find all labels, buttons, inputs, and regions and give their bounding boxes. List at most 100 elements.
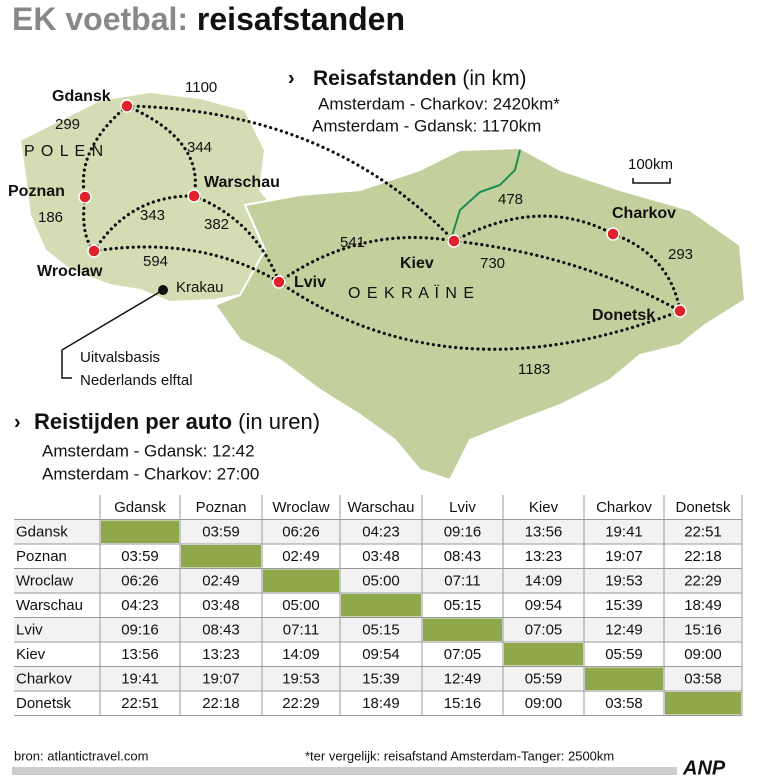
table-cell: 05:59 bbox=[605, 646, 643, 663]
table-cell: 12:49 bbox=[444, 671, 482, 688]
table-cell: 22:29 bbox=[684, 573, 722, 590]
table-cell: 02:49 bbox=[282, 548, 320, 565]
box-heading: Reistijden per auto (in uren) bbox=[34, 409, 320, 434]
table-cell: 19:07 bbox=[605, 548, 643, 565]
row-header: Poznan bbox=[16, 548, 67, 565]
table-cell: 05:15 bbox=[444, 597, 482, 614]
table-cell: 14:09 bbox=[282, 646, 320, 663]
table-cell: 15:39 bbox=[605, 597, 643, 614]
city-label: Poznan bbox=[8, 183, 65, 200]
heading-unit: (in km) bbox=[462, 67, 526, 90]
scale-bar bbox=[632, 178, 671, 184]
table-cell: 04:23 bbox=[362, 524, 400, 541]
table-cell: 15:16 bbox=[684, 622, 722, 639]
city-label: Warschau bbox=[204, 174, 280, 191]
table-cell: 03:59 bbox=[121, 548, 159, 565]
table-cell: 09:16 bbox=[444, 524, 482, 541]
table-cell: 07:11 bbox=[283, 622, 319, 639]
route bbox=[81, 104, 129, 199]
table-cell: 22:51 bbox=[684, 524, 722, 541]
table-cell: 09:16 bbox=[121, 622, 159, 639]
row-header: Lviv bbox=[16, 622, 43, 639]
country-label: P O L E N bbox=[24, 143, 104, 160]
city-label: Gdansk bbox=[52, 88, 111, 105]
city-label: Charkov bbox=[612, 205, 676, 222]
row-header: Charkov bbox=[16, 671, 72, 688]
route bbox=[125, 104, 197, 198]
table-cell: 19:41 bbox=[121, 671, 159, 688]
row-header: Wroclaw bbox=[16, 573, 73, 590]
column-header: Wroclaw bbox=[272, 499, 329, 516]
route bbox=[611, 232, 682, 313]
table-cell: 15:39 bbox=[362, 671, 400, 688]
table-cell: 19:53 bbox=[605, 573, 643, 590]
table-cell: 09:54 bbox=[362, 646, 400, 663]
diagonal-cell bbox=[665, 692, 741, 715]
table-cell: 22:18 bbox=[202, 695, 240, 712]
city-dot bbox=[87, 244, 101, 258]
table-cell: 04:23 bbox=[121, 597, 159, 614]
note-line: Nederlands elftal bbox=[80, 372, 193, 389]
city-label: Wroclaw bbox=[37, 263, 103, 280]
distance-label: 343 bbox=[140, 207, 165, 224]
row-header: Kiev bbox=[16, 646, 46, 663]
table-cell: 09:54 bbox=[525, 597, 563, 614]
border-line bbox=[451, 149, 521, 237]
table-cell: 03:48 bbox=[362, 548, 400, 565]
column-header: Charkov bbox=[596, 499, 652, 516]
distance-label: 382 bbox=[204, 216, 229, 233]
column-header: Lviv bbox=[449, 499, 476, 516]
table-cell: 08:43 bbox=[444, 548, 482, 565]
distance-label: 594 bbox=[143, 253, 168, 270]
table-cell: 22:29 bbox=[282, 695, 320, 712]
heading-text: Reistijden per auto bbox=[34, 409, 232, 434]
scale-label: 100km bbox=[628, 156, 673, 173]
column-header: Warschau bbox=[348, 499, 415, 516]
table-cell: 13:56 bbox=[525, 524, 563, 541]
table-cell: 15:16 bbox=[444, 695, 482, 712]
table-cell: 05:59 bbox=[525, 671, 563, 688]
table-cell: 02:49 bbox=[202, 573, 240, 590]
table-cell: 03:58 bbox=[684, 671, 722, 688]
city-dot bbox=[447, 234, 461, 248]
city-dot bbox=[673, 304, 687, 318]
box-line: Amsterdam - Charkov: 27:00 bbox=[42, 464, 259, 483]
diagonal-cell bbox=[585, 667, 663, 690]
city-dot bbox=[78, 190, 92, 204]
table-cell: 22:18 bbox=[684, 548, 722, 565]
source: bron: atlantictravel.com bbox=[14, 748, 148, 763]
table-cell: 03:48 bbox=[202, 597, 240, 614]
table-cell: 18:49 bbox=[362, 695, 400, 712]
note-line: Uitvalsbasis bbox=[80, 349, 160, 366]
distance-label: 293 bbox=[668, 246, 693, 263]
table-cell: 13:56 bbox=[121, 646, 159, 663]
diagonal-cell bbox=[181, 545, 261, 568]
table-cell: 18:49 bbox=[684, 597, 722, 614]
table-cell: 19:53 bbox=[282, 671, 320, 688]
route bbox=[452, 214, 615, 243]
distance-label: 299 bbox=[55, 116, 80, 133]
table-cell: 03:58 bbox=[605, 695, 643, 712]
title-prefix: EK voetbal: bbox=[12, 1, 188, 37]
table-cell: 14:09 bbox=[525, 573, 563, 590]
table-cell: 07:05 bbox=[444, 646, 482, 663]
heading-text: Reisafstanden bbox=[313, 67, 457, 90]
table-cell: 19:41 bbox=[605, 524, 643, 541]
country-label: O E K R A Ï N E bbox=[348, 284, 475, 302]
table-cell: 06:26 bbox=[121, 573, 159, 590]
diagonal-cell bbox=[341, 594, 421, 617]
box-line: Amsterdam - Charkov: 2420km* bbox=[318, 94, 560, 113]
city-dot bbox=[272, 275, 286, 289]
city-dot bbox=[120, 99, 134, 113]
row-band bbox=[14, 617, 742, 642]
table-cell: 07:05 bbox=[525, 622, 563, 639]
table: Gdansk Poznan Wroclaw Warschau Lviv Kiev Chark… bbox=[14, 495, 743, 716]
title: EK voetbal: reisafstanden bbox=[12, 1, 405, 37]
row-band bbox=[14, 568, 742, 593]
table-cell: 08:43 bbox=[202, 622, 240, 639]
table-cell: 13:23 bbox=[202, 646, 240, 663]
table-cell: 05:00 bbox=[282, 597, 320, 614]
box-line: Amsterdam - Gdansk: 1170km bbox=[312, 116, 541, 135]
diagonal-cell bbox=[101, 520, 179, 543]
city-label: Lviv bbox=[294, 274, 326, 291]
